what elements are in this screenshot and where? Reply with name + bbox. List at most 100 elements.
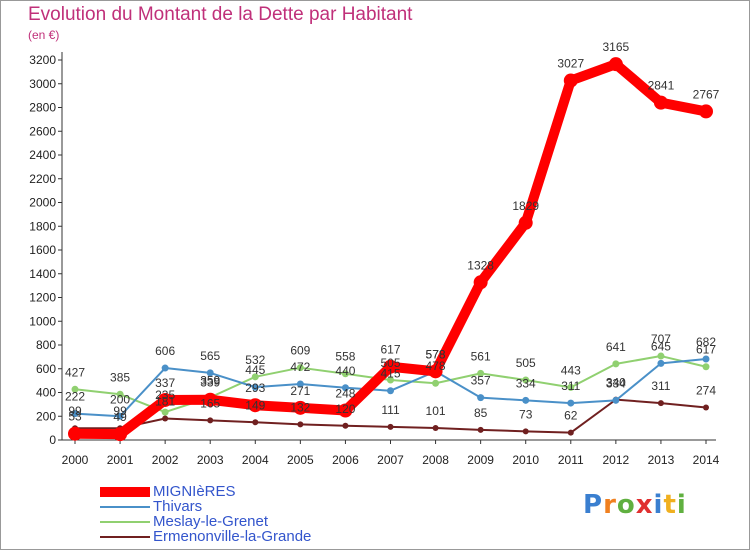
y-tick-label: 2600 <box>29 124 56 138</box>
data-point <box>116 412 124 420</box>
x-tick-label: 2012 <box>603 453 630 467</box>
logo-letter: r <box>603 490 617 520</box>
data-point <box>203 392 218 407</box>
data-label: 101 <box>426 404 446 418</box>
y-tick-label: 1400 <box>29 267 56 281</box>
y-tick-label: 1600 <box>29 243 56 257</box>
y-tick-label: 2200 <box>29 172 56 186</box>
data-label: 99 <box>113 404 127 418</box>
x-tick-label: 2000 <box>62 453 89 467</box>
data-point <box>567 383 575 391</box>
data-label: 200 <box>110 392 130 406</box>
data-point <box>387 423 394 430</box>
chart-subtitle: (en €) <box>28 28 60 42</box>
data-label: 49 <box>113 410 127 424</box>
x-tick-label: 2014 <box>693 453 720 467</box>
data-label: 235 <box>155 388 175 402</box>
data-point <box>293 400 308 415</box>
data-label: 53 <box>68 410 82 424</box>
x-tick-label: 2011 <box>558 453 584 467</box>
legend-swatch-ermenonville <box>100 536 150 538</box>
proxiti-logo: Proxiti <box>583 490 687 520</box>
chart-title: Evolution du Montant de la Dette par Hab… <box>28 4 413 25</box>
data-point <box>522 396 530 404</box>
data-label: 274 <box>696 383 716 397</box>
data-label: 1328 <box>467 258 494 272</box>
data-label: 293 <box>245 381 265 395</box>
y-tick-label: 2800 <box>29 101 56 115</box>
data-label: 445 <box>245 363 265 377</box>
legend-label-meslay: Meslay-le-Grenet <box>153 513 269 530</box>
legend-swatch-mignieres <box>100 487 150 497</box>
data-point <box>338 403 353 418</box>
logo-letter: i <box>653 490 664 520</box>
y-tick-label: 1800 <box>29 219 56 233</box>
data-point <box>342 422 349 429</box>
data-point <box>161 408 169 416</box>
y-tick-label: 400 <box>36 386 56 400</box>
data-point <box>161 364 169 372</box>
data-point <box>612 360 620 368</box>
data-point <box>251 373 259 381</box>
x-tick-label: 2006 <box>332 453 359 467</box>
y-tick-label: 2000 <box>29 196 56 210</box>
data-label: 617 <box>380 343 400 357</box>
y-tick-label: 0 <box>49 433 56 447</box>
data-label: 3165 <box>603 40 630 54</box>
data-label: 340 <box>606 376 626 390</box>
data-label: 443 <box>561 363 581 377</box>
data-label: 334 <box>516 376 536 390</box>
data-label: 357 <box>471 374 491 388</box>
data-label: 578 <box>426 347 446 361</box>
data-label: 2841 <box>648 79 675 93</box>
data-label: 120 <box>335 402 355 416</box>
y-tick-label: 3000 <box>29 77 56 91</box>
x-tick-label: 2008 <box>422 453 449 467</box>
data-point <box>68 426 82 441</box>
data-label: 472 <box>290 360 310 374</box>
data-point <box>341 370 349 378</box>
data-point <box>563 73 578 88</box>
data-point <box>473 275 488 290</box>
y-tick-label: 1000 <box>29 314 56 328</box>
data-point <box>113 427 128 442</box>
data-point <box>162 415 169 422</box>
data-point <box>699 104 713 119</box>
data-point <box>341 384 349 392</box>
data-label: 149 <box>245 398 265 412</box>
data-label: 339 <box>200 376 220 390</box>
x-tick-label: 2010 <box>512 453 539 467</box>
data-point <box>116 390 124 398</box>
data-label: 565 <box>200 349 220 363</box>
data-label: 99 <box>68 404 82 418</box>
data-label: 165 <box>200 396 220 410</box>
data-labels-layer: 53 49 337 339 293 271 248 617 578 1328 1829 3027 316… <box>65 40 720 424</box>
data-point <box>657 359 665 367</box>
data-label: 359 <box>200 373 220 387</box>
data-label: 682 <box>696 335 716 349</box>
data-point <box>432 425 439 432</box>
y-tick-label: 2400 <box>29 148 56 162</box>
data-point <box>387 376 394 384</box>
data-point <box>428 364 443 379</box>
data-label: 578 <box>426 347 446 361</box>
data-point <box>518 215 533 230</box>
data-label: 609 <box>290 344 310 358</box>
data-label: 2767 <box>693 87 720 101</box>
data-point <box>703 404 709 411</box>
data-point <box>522 376 530 384</box>
data-label: 73 <box>519 407 533 421</box>
y-tick-label: 3200 <box>29 53 56 67</box>
data-point <box>702 363 710 371</box>
data-label: 311 <box>561 379 580 393</box>
data-label: 641 <box>606 340 626 354</box>
data-label: 181 <box>155 395 175 409</box>
data-label: 3027 <box>557 57 584 71</box>
legend-swatch-thivars <box>100 506 150 508</box>
x-tick-label: 2004 <box>242 453 269 467</box>
data-point <box>702 355 710 363</box>
data-label: 337 <box>155 376 175 390</box>
x-tick-label: 2005 <box>287 453 314 467</box>
data-label: 561 <box>471 349 491 363</box>
